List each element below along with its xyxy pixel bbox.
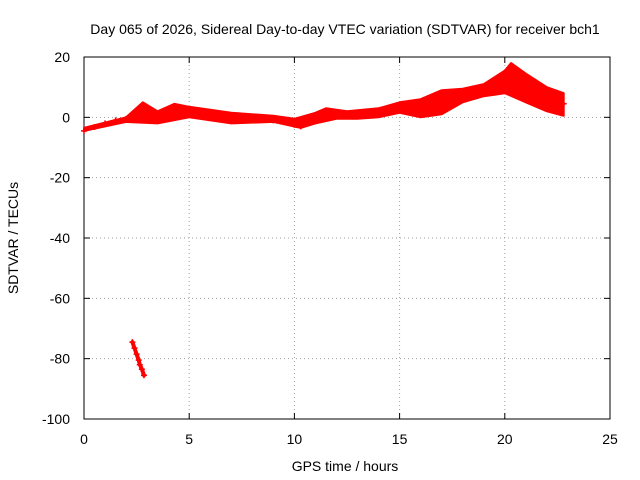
x-axis-label: GPS time / hours xyxy=(292,458,399,474)
data-point xyxy=(133,351,140,358)
data-point xyxy=(514,67,521,74)
y-tick-label: -80 xyxy=(50,351,70,367)
data-point xyxy=(102,120,109,127)
data-point xyxy=(325,111,332,118)
data-point xyxy=(171,105,178,112)
data-point xyxy=(91,123,98,130)
data-point xyxy=(459,91,466,98)
data-point xyxy=(129,339,136,346)
x-tick-label: 5 xyxy=(185,431,193,447)
data-point xyxy=(228,114,235,121)
data-point xyxy=(522,75,529,82)
data-point xyxy=(470,90,477,97)
data-point xyxy=(259,115,266,122)
x-tick-label: 0 xyxy=(80,431,88,447)
data-point xyxy=(344,112,350,119)
data-point xyxy=(449,93,456,100)
data-point xyxy=(217,112,224,119)
data-point xyxy=(81,127,87,134)
data-point xyxy=(238,115,245,122)
data-point xyxy=(112,117,119,124)
data-point xyxy=(533,87,540,94)
y-tick-label: 20 xyxy=(54,49,70,65)
y-tick-label: -60 xyxy=(50,290,70,306)
data-point xyxy=(375,109,382,116)
data-point xyxy=(560,100,567,107)
data-point xyxy=(438,96,445,103)
data-point xyxy=(554,99,561,106)
data-point xyxy=(318,112,325,119)
main-band-envelope xyxy=(83,62,565,132)
y-tick-label: -100 xyxy=(42,411,70,427)
data-point xyxy=(133,114,140,121)
data-point xyxy=(144,112,151,119)
data-layer xyxy=(81,62,567,379)
data-point xyxy=(407,103,414,110)
data-point xyxy=(312,115,319,122)
data-point xyxy=(304,120,311,127)
data-point xyxy=(123,115,130,122)
data-point xyxy=(165,108,172,115)
y-tick-label: -20 xyxy=(50,170,70,186)
data-point xyxy=(177,109,184,116)
data-point xyxy=(508,64,515,71)
x-tick-label: 15 xyxy=(392,431,408,447)
y-tick-label: 0 xyxy=(62,109,70,125)
data-point xyxy=(396,105,403,112)
data-point xyxy=(135,357,142,364)
y-axis-label: SDTVAR / TECUs xyxy=(5,182,21,294)
data-point xyxy=(333,112,340,119)
ticks xyxy=(83,56,611,420)
data-point xyxy=(291,121,298,128)
data-point xyxy=(297,123,304,130)
data-point xyxy=(207,112,214,119)
data-point xyxy=(138,366,145,373)
data-point xyxy=(136,361,143,368)
data-point xyxy=(354,111,361,118)
data-point xyxy=(131,345,138,352)
data-point xyxy=(270,117,277,124)
data-point xyxy=(365,109,372,116)
x-tick-labels: 0 5 10 15 20 25 xyxy=(80,431,618,447)
x-tick-label: 10 xyxy=(287,431,303,447)
data-point xyxy=(491,84,498,91)
chart-title: Day 065 of 2026, Sidereal Day-to-day VTE… xyxy=(90,21,600,37)
data-point xyxy=(543,96,550,103)
data-point xyxy=(417,102,424,109)
data-point xyxy=(428,99,435,106)
x-tick-label: 20 xyxy=(497,431,513,447)
data-point xyxy=(196,109,203,116)
x-tick-label: 25 xyxy=(602,431,618,447)
data-point xyxy=(386,108,393,115)
data-point xyxy=(249,114,256,121)
data-point xyxy=(501,78,508,85)
data-point xyxy=(139,106,146,113)
data-point xyxy=(186,108,193,115)
y-tick-labels: -100 -80 -60 -40 -20 0 20 xyxy=(42,49,70,427)
main-band-trace xyxy=(82,66,566,133)
data-point xyxy=(280,118,287,125)
data-point xyxy=(140,372,147,379)
data-point xyxy=(154,111,161,118)
data-point xyxy=(480,87,487,94)
y-tick-label: -40 xyxy=(50,230,70,246)
